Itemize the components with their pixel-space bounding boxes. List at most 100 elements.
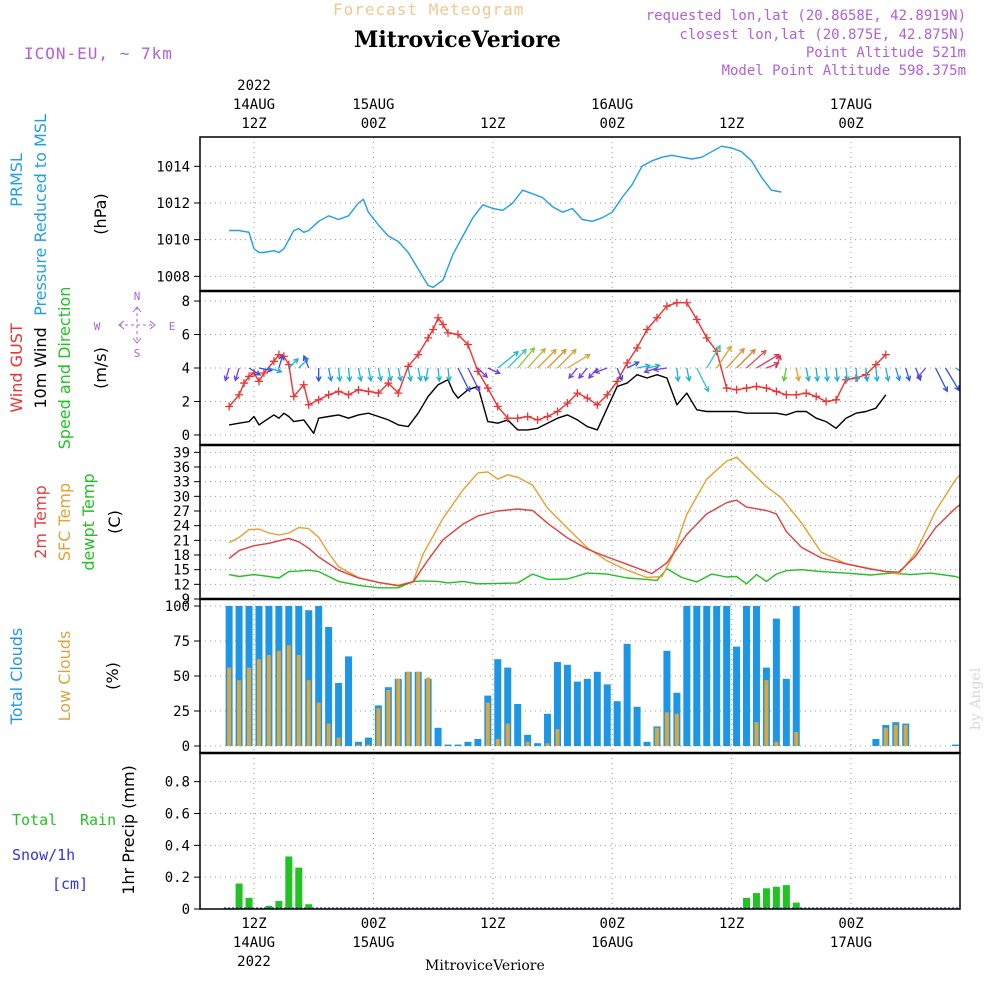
wind-arrow bbox=[302, 354, 310, 369]
y-tick-label: 6 bbox=[182, 328, 190, 344]
low-cloud-bar bbox=[336, 737, 341, 746]
gust-marker bbox=[652, 313, 661, 322]
gust-marker bbox=[593, 400, 602, 409]
wind-arrow bbox=[336, 367, 343, 383]
y-tick-label: 24 bbox=[173, 519, 190, 535]
pressure-unit-label: (hPa) bbox=[91, 193, 110, 234]
total-cloud-bar bbox=[643, 741, 651, 746]
compass-e: E bbox=[169, 320, 176, 333]
bottom-time-label: 16AUG bbox=[591, 935, 633, 951]
gust-marker bbox=[225, 402, 234, 411]
wind-arrow bbox=[367, 367, 374, 383]
total-cloud-bar bbox=[235, 606, 243, 746]
low-cloud-bar bbox=[495, 739, 500, 746]
gust-marker bbox=[374, 389, 383, 398]
wind-arrow bbox=[873, 367, 880, 383]
rain-bar bbox=[295, 867, 303, 909]
wind-arrow bbox=[346, 367, 353, 383]
low-cloud-bar bbox=[376, 708, 381, 746]
wind-arrow bbox=[706, 344, 721, 369]
top-time-label: 00Z bbox=[838, 116, 863, 132]
gust-marker bbox=[832, 395, 841, 404]
gust-marker bbox=[513, 414, 522, 423]
wind-speed-line-group bbox=[228, 374, 887, 434]
closest-coords: closest lon,lat (20.875E, 42.875N) bbox=[679, 27, 966, 43]
total-cloud-bar bbox=[792, 606, 800, 746]
y-tick-label: 0.4 bbox=[165, 838, 190, 854]
gust-marker bbox=[782, 390, 791, 399]
gust-marker bbox=[463, 340, 472, 349]
wind-arrow bbox=[781, 367, 788, 383]
gust-marker bbox=[812, 392, 821, 401]
y-tick-label: 9 bbox=[182, 592, 190, 608]
gust-marker bbox=[274, 350, 283, 359]
gust-marker bbox=[523, 412, 532, 421]
y-tick-label: 36 bbox=[173, 460, 190, 476]
wind-arrow bbox=[843, 367, 850, 383]
y-tick-label: 25 bbox=[173, 704, 190, 720]
wind-arrow bbox=[814, 367, 821, 383]
wind-arrow bbox=[315, 368, 322, 383]
cloud-unit-label: (%) bbox=[103, 662, 122, 690]
gust-marker bbox=[742, 384, 751, 393]
precip-unit-label: 1hr Precip (mm) bbox=[119, 765, 138, 895]
total-cloud-bar bbox=[444, 744, 452, 746]
gust-marker bbox=[881, 350, 890, 359]
wind-arrow bbox=[916, 367, 927, 380]
y-tick-label: 15 bbox=[173, 563, 190, 579]
pressure-reduced-label: Pressure Reduced to MSL bbox=[31, 114, 50, 316]
gust-marker bbox=[643, 325, 652, 334]
total-cloud-bar bbox=[972, 641, 979, 746]
wind-arrow bbox=[746, 349, 767, 369]
low-cloud-bar bbox=[326, 723, 331, 746]
low-cloud-bar bbox=[963, 714, 967, 746]
gust-marker bbox=[533, 415, 542, 424]
gust-marker bbox=[822, 397, 831, 406]
gust-marker bbox=[235, 390, 244, 399]
low-cloud-bar bbox=[525, 741, 530, 746]
top-time-label: 12Z bbox=[480, 116, 505, 132]
dewpoint-line bbox=[228, 568, 960, 589]
total-cloud-bar bbox=[663, 650, 671, 746]
gust-marker bbox=[344, 390, 353, 399]
gust-marker bbox=[324, 390, 333, 399]
model-altitude: Model Point Altitude 598.375m bbox=[721, 63, 966, 79]
total-cloud-bar bbox=[743, 606, 751, 746]
wind-arrow bbox=[905, 367, 912, 382]
low-cloud-bar bbox=[247, 667, 252, 746]
low-cloud-bar bbox=[754, 722, 759, 746]
total-cloud-bar bbox=[752, 606, 760, 746]
chart-subtitle: Forecast Meteogram bbox=[333, 0, 525, 19]
rain-bar bbox=[235, 883, 243, 909]
wind-arrow bbox=[593, 367, 608, 374]
rain-bar bbox=[245, 897, 253, 909]
wind-arrow bbox=[965, 368, 977, 373]
total-cloud-bar bbox=[633, 706, 641, 746]
temp-2m-line bbox=[228, 499, 960, 587]
total-cloud-bar bbox=[623, 643, 631, 746]
wind-arrow bbox=[853, 367, 860, 383]
bottom-time-label: 15AUG bbox=[352, 935, 394, 951]
bottom-time-label: 17AUG bbox=[830, 935, 872, 951]
wind-arrow bbox=[726, 347, 746, 369]
wind-arrows bbox=[223, 344, 977, 393]
gust-marker bbox=[692, 315, 701, 324]
total-cloud-bar bbox=[703, 606, 711, 746]
wind-arrow bbox=[568, 367, 578, 380]
y-tick-label: 18 bbox=[173, 548, 190, 564]
y-tick-label: 0 bbox=[182, 739, 190, 755]
rain-bar bbox=[305, 904, 313, 909]
low-cloud-bar bbox=[296, 655, 301, 746]
wind-arrow bbox=[547, 348, 567, 369]
sfc-temp-line-group bbox=[228, 456, 960, 586]
gust-marker bbox=[245, 372, 254, 381]
total-cloud-bar bbox=[335, 683, 343, 746]
gust-marker bbox=[269, 357, 278, 366]
requested-coords: requested lon,lat (20.8658E, 42.8919N) bbox=[645, 8, 966, 24]
low-cloud-bar bbox=[306, 680, 311, 746]
pressure-line-group bbox=[229, 145, 782, 288]
wind-arrow bbox=[467, 367, 481, 393]
wind-arrow bbox=[652, 366, 668, 373]
low-cloud-bar bbox=[973, 704, 977, 746]
y-tick-label: 33 bbox=[173, 475, 190, 491]
